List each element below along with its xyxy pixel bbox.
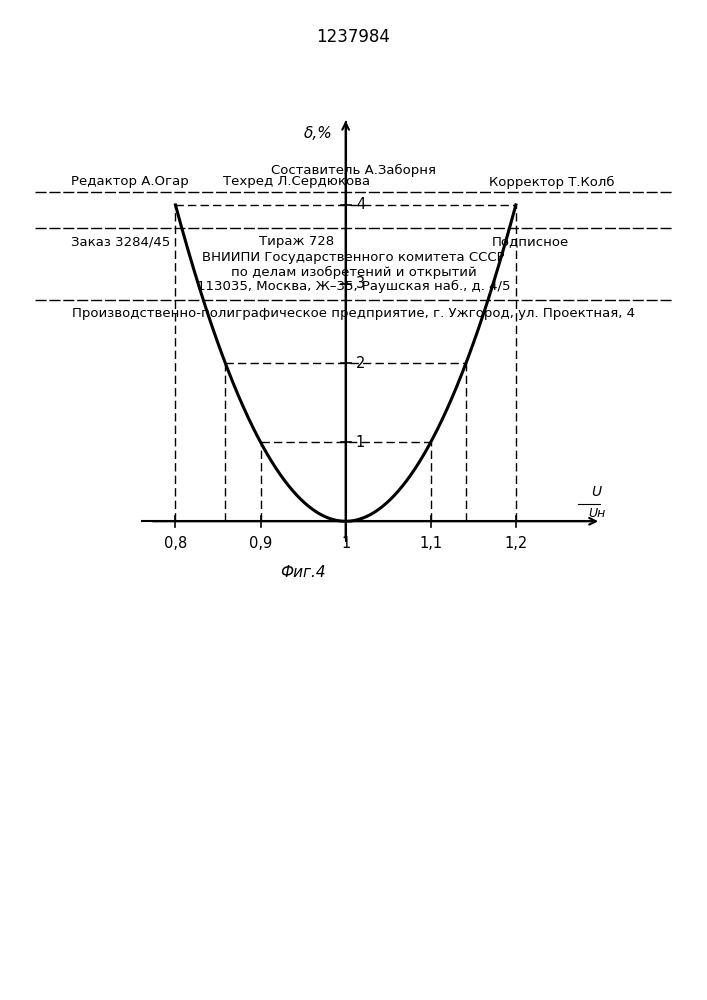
Text: 4: 4 (356, 197, 365, 212)
Text: 0,9: 0,9 (249, 536, 272, 551)
Text: 1,1: 1,1 (419, 536, 443, 551)
Text: 0,8: 0,8 (164, 536, 187, 551)
Text: Фиг.4: Фиг.4 (280, 565, 326, 580)
Text: 3: 3 (356, 276, 365, 292)
Text: 113035, Москва, Ж–35, Раушская наб., д. 4/5: 113035, Москва, Ж–35, Раушская наб., д. … (197, 279, 510, 293)
Text: 1237984: 1237984 (317, 28, 390, 46)
Text: δ,%: δ,% (304, 126, 333, 141)
Text: Корректор Т.Колб: Корректор Т.Колб (489, 175, 614, 189)
Text: Составитель А.Заборня: Составитель А.Заборня (271, 163, 436, 177)
Text: Производственно-полиграфическое предприятие, г. Ужгород, ул. Проектная, 4: Производственно-полиграфическое предприя… (72, 308, 635, 320)
Text: U: U (592, 485, 602, 499)
Text: 1,2: 1,2 (504, 536, 527, 551)
Text: ВНИИПИ Государственного комитета СССР: ВНИИПИ Государственного комитета СССР (202, 251, 505, 264)
Text: Техред Л.Сердюкова: Техред Л.Сердюкова (223, 176, 370, 188)
Text: Редактор А.Огар: Редактор А.Огар (71, 176, 189, 188)
Text: 1: 1 (356, 435, 365, 450)
Text: Тираж 728: Тираж 728 (259, 235, 334, 248)
Text: по делам изобретений и открытий: по делам изобретений и открытий (230, 265, 477, 279)
Text: Заказ 3284/45: Заказ 3284/45 (71, 235, 170, 248)
Text: Подписное: Подписное (491, 235, 569, 248)
Text: Uн: Uн (588, 507, 605, 520)
Text: 1: 1 (341, 536, 350, 551)
Text: 2: 2 (356, 356, 366, 371)
